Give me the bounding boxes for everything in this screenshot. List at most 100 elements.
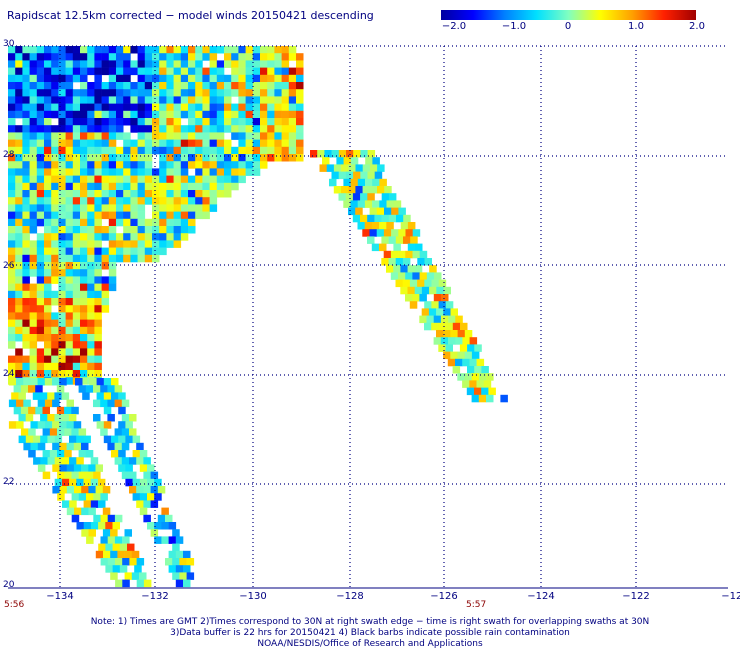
wind-cell: [65, 110, 74, 119]
wind-cell: [94, 341, 102, 349]
wind-cell: [144, 139, 153, 148]
wind-cell: [188, 82, 196, 90]
wind-cell: [105, 543, 113, 552]
wind-cell: [267, 89, 275, 97]
wind-cell: [252, 103, 261, 112]
wind-cell: [136, 486, 144, 494]
wind-cell: [29, 226, 38, 234]
wind-cell: [224, 154, 232, 162]
wind-cell: [450, 330, 458, 338]
wind-cell: [443, 308, 451, 316]
wind-cell: [36, 89, 45, 97]
wind-cell: [94, 269, 102, 277]
wind-cell: [137, 240, 146, 248]
wind-cell: [44, 67, 52, 76]
wind-cell: [474, 366, 482, 374]
wind-cell: [72, 46, 81, 54]
wind-cell: [44, 240, 52, 248]
wind-cell: [260, 89, 268, 97]
wind-cell: [130, 118, 138, 126]
wind-cell: [159, 182, 167, 191]
wind-cell: [51, 370, 59, 378]
wind-cell: [29, 298, 38, 306]
wind-cell: [245, 89, 254, 97]
wind-cell: [87, 247, 95, 256]
wind-cell: [372, 178, 380, 187]
wind-cell: [231, 154, 239, 162]
wind-cell: [462, 380, 470, 388]
wind-cell: [127, 543, 135, 552]
wind-cell: [116, 190, 124, 198]
wind-cell: [123, 218, 131, 227]
wind-cell: [414, 265, 423, 273]
wind-cell: [47, 435, 55, 444]
wind-cell: [8, 146, 16, 155]
wind-cell: [166, 146, 174, 155]
wind-cell: [166, 154, 174, 162]
wind-cell: [409, 279, 418, 288]
wind-cell: [180, 146, 189, 155]
wind-cell: [173, 182, 182, 191]
wind-cell: [8, 103, 16, 112]
wind-cell: [202, 125, 210, 133]
wind-cell: [51, 139, 59, 148]
wind-cell: [412, 294, 420, 302]
wind-cell: [238, 96, 246, 104]
wind-cell: [195, 182, 203, 191]
wind-cell: [87, 226, 95, 234]
wind-cell: [15, 67, 23, 76]
wind-cell: [51, 290, 59, 299]
wind-cell: [144, 53, 153, 61]
wind-cell: [44, 168, 52, 176]
wind-cell: [137, 103, 146, 112]
wind-cell: [202, 82, 210, 90]
wind-cell: [166, 168, 174, 176]
wind-cell: [29, 118, 38, 126]
wind-cell: [364, 222, 373, 230]
wind-cell: [188, 67, 196, 76]
wind-cell: [195, 89, 203, 97]
wind-cell: [87, 96, 95, 104]
wind-cell: [66, 399, 74, 408]
wind-cell: [94, 305, 102, 313]
wind-cell: [94, 125, 102, 133]
wind-cell: [51, 218, 59, 227]
wind-cell: [173, 125, 182, 133]
wind-cell: [173, 146, 182, 155]
wind-cell: [94, 247, 102, 256]
wind-cell: [93, 514, 101, 523]
wind-cell: [18, 435, 27, 444]
wind-cell: [252, 125, 261, 133]
wind-cell: [102, 529, 111, 537]
wind-cell: [65, 362, 74, 371]
wind-cell: [22, 254, 30, 263]
wind-cell: [224, 60, 232, 68]
wind-cell: [94, 197, 102, 205]
wind-cell: [65, 103, 74, 112]
wind-cell: [15, 276, 23, 284]
wind-cell: [393, 200, 402, 208]
wind-cell: [116, 161, 124, 169]
colorbar-tick-label: −1.0: [501, 21, 527, 32]
wind-cell: [22, 240, 30, 248]
wind-cell: [29, 89, 38, 97]
wind-cell: [72, 103, 81, 112]
wind-cell: [8, 132, 16, 140]
wind-cell: [58, 355, 66, 364]
wind-cell: [123, 226, 131, 234]
wind-cell: [123, 197, 131, 205]
wind-cell: [52, 378, 60, 386]
wind-cell: [166, 74, 174, 83]
wind-cell: [58, 146, 66, 155]
wind-cell: [87, 334, 95, 342]
wind-cell: [44, 305, 52, 313]
wind-cell: [137, 218, 146, 227]
wind-cell: [433, 337, 442, 345]
wind-cell: [137, 125, 146, 133]
wind-cell: [159, 103, 167, 112]
wind-cell: [71, 514, 80, 523]
wind-cell: [101, 139, 110, 148]
lat-label: 22: [3, 477, 15, 487]
wind-cell: [252, 146, 261, 155]
wind-cell: [123, 168, 131, 176]
